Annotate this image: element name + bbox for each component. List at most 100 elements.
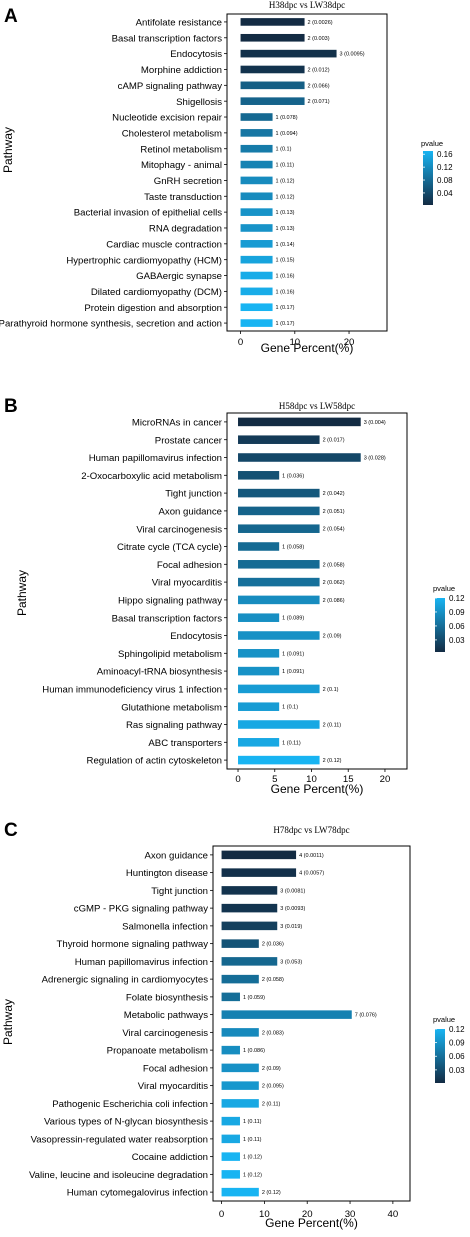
data-label: 1 (0.091) [282,669,304,675]
data-label: 2 (0.058) [323,562,345,568]
data-label: 1 (0.16) [276,289,295,295]
data-label: 1 (0.16) [276,274,295,280]
x-tick-label: 20 [302,1209,313,1220]
category-label: GnRH secretion [154,176,222,187]
bar [240,192,273,201]
bar [240,303,273,312]
data-label: 3 (0.053) [280,959,302,965]
bar [238,631,320,640]
data-label: 2 (0.0026) [308,20,333,26]
bar [240,224,273,232]
bar [221,1187,259,1197]
legend-colorbar [435,598,445,652]
data-label: 2 (0.11) [262,1101,281,1107]
bar [240,97,305,105]
data-label: 2 (0.062) [323,580,345,586]
data-label: 2 (0.054) [323,527,345,533]
bar [240,160,273,169]
category-label: Tight junction [165,489,222,500]
bar [238,524,320,533]
legend-tick-label: 0.06 [449,1052,465,1061]
data-label: 1 (0.14) [276,242,295,248]
category-label: Huntington disease [126,868,208,879]
data-label: 1 (0.089) [282,616,304,622]
panel-letter: A [4,6,18,27]
bar [221,992,240,1002]
data-label: 1 (0.13) [276,210,295,216]
bar [238,417,361,427]
data-label: 1 (0.1) [276,147,292,153]
category-label: Dilated cardiomyopathy (DCM) [91,287,222,298]
data-label: 2 (0.017) [323,438,345,444]
category-label: Human immunodeficiency virus 1 infection [42,685,222,696]
category-label: Morphine addiction [141,65,222,76]
legend-tick-label: 0.04 [437,189,453,198]
category-label: Nucleotide excision repair [112,113,223,124]
category-label: Viral carcinogenesis [136,524,222,535]
bar [240,255,273,264]
chart-title: H58dpc vs LW58dpc [279,401,355,411]
category-label: Pathogenic Escherichia coli infection [52,1099,208,1110]
bar [240,319,273,327]
bar [221,1010,352,1019]
bar [221,974,259,984]
category-label: 2-Oxocarboxylic acid metabolism [81,471,222,482]
legend-tick-label: 0.06 [449,622,465,631]
y-axis-title: Pathway [15,570,29,616]
category-label: Basal transcription factors [112,33,223,44]
category-label: Endocytosis [170,49,222,60]
panel-letter: C [4,820,18,841]
y-axis-title: Pathway [1,127,15,173]
x-tick-label: 0 [235,774,240,785]
data-label: 2 (0.071) [308,99,330,105]
bar [240,208,273,216]
category-label: Adrenergic signaling in cardiomyocytes [42,975,209,986]
data-label: 1 (0.086) [243,1048,265,1054]
data-label: 1 (0.036) [282,473,304,479]
panel-letter: B [4,396,18,417]
legend-tick-label: 0.03 [449,636,465,645]
x-tick-label: 0 [238,337,243,348]
legend-tick-label: 0.12 [449,594,465,603]
category-label: Mitophagy - animal [141,160,222,171]
category-label: Focal adhesion [157,560,222,571]
category-label: Viral myocarditis [138,1081,208,1092]
category-label: MicroRNAs in cancer [132,418,223,429]
legend-title: pvalue [433,1015,455,1024]
category-label: cAMP signaling pathway [118,81,223,92]
bar [238,649,280,658]
data-label: 3 (0.028) [364,456,386,462]
data-label: 2 (0.042) [323,491,345,497]
category-label: Cholesterol metabolism [122,128,222,139]
category-label: Human papillomavirus infection [89,453,222,464]
data-label: 4 (0.0011) [299,853,324,859]
x-tick-label: 5 [272,774,277,785]
bar [238,738,280,747]
legend-title: pvalue [433,584,455,593]
data-label: 1 (0.12) [276,178,295,184]
legend-tick-label: 0.08 [437,176,453,185]
data-label: 1 (0.15) [276,258,295,264]
data-label: 2 (0.12) [262,1190,281,1196]
legend-tick-label: 0.09 [449,608,465,617]
bar [238,577,320,587]
x-axis-title: Gene Percent(%) [265,1216,358,1230]
category-label: GABAergic synapse [136,271,222,282]
category-label: Various types of N-glycan biosynthesis [44,1117,208,1128]
legend-tick-label: 0.16 [437,150,453,159]
category-label: Viral myocarditis [152,578,222,589]
x-tick-label: 40 [388,1209,399,1220]
data-label: 1 (0.12) [243,1172,262,1178]
bar [240,176,273,185]
category-label: Ras signaling pathway [126,720,222,731]
category-label: Human papillomavirus infection [75,957,208,968]
x-tick-label: 10 [259,1209,270,1220]
bar [238,488,320,498]
category-label: Bacterial invasion of epithelial cells [74,208,222,219]
data-label: 1 (0.11) [243,1137,262,1143]
bar [240,65,305,74]
x-axis-title: Gene Percent(%) [261,341,354,355]
data-label: 2 (0.003) [308,36,330,42]
category-label: Regulation of actin cytoskeleton [87,756,222,767]
